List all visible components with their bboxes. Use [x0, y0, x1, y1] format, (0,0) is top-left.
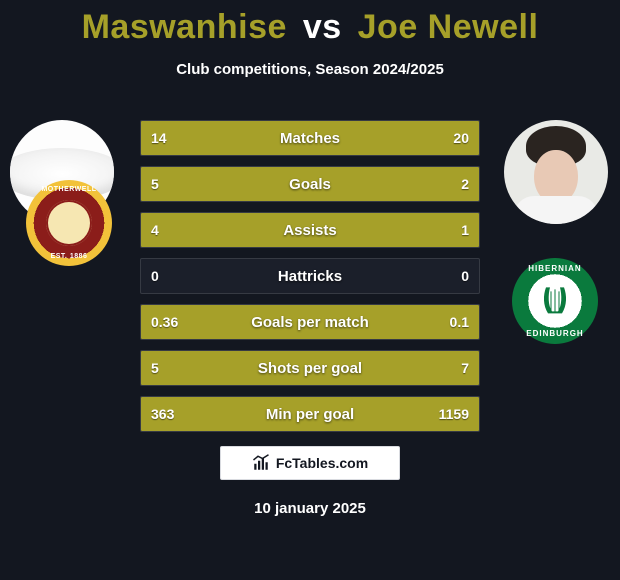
stat-value-right: 2: [451, 167, 479, 201]
bar-left: [141, 213, 411, 247]
stat-value-right: 20: [443, 121, 479, 155]
brand-text: FcTables.com: [276, 455, 368, 471]
player2-name: Joe Newell: [358, 8, 539, 46]
stat-row: 1420Matches: [140, 120, 480, 156]
stat-value-left: 363: [141, 397, 184, 431]
stat-row: 0.360.1Goals per match: [140, 304, 480, 340]
stat-value-right: 1: [451, 213, 479, 247]
stat-value-right: 0: [451, 259, 479, 293]
stat-value-left: 5: [141, 351, 169, 385]
stat-value-right: 7: [451, 351, 479, 385]
badge-inner: [46, 200, 92, 246]
stat-label: Hattricks: [141, 259, 479, 293]
stat-value-left: 4: [141, 213, 169, 247]
bar-left: [141, 167, 381, 201]
badge-text-top: MOTHERWELL: [26, 186, 112, 193]
stats-container: 1420Matches52Goals41Assists00Hattricks0.…: [140, 120, 480, 442]
badge-text-bottom: EST. 1886: [26, 253, 112, 260]
player2-club-badge: HIBERNIAN EDINBURGH: [512, 258, 598, 344]
stat-value-left: 5: [141, 167, 169, 201]
bar-right: [283, 351, 479, 385]
stat-row: 41Assists: [140, 212, 480, 248]
stat-value-right: 1159: [429, 397, 479, 431]
stat-row: 0 0Hattricks: [140, 258, 480, 294]
badge-text-top: HIBERNIAN: [512, 264, 598, 273]
player2-photo: [504, 120, 608, 224]
chart-icon: [252, 454, 270, 472]
stat-row: 52Goals: [140, 166, 480, 202]
title-vs: vs: [303, 8, 342, 46]
player1-club-badge: MOTHERWELL EST. 1886: [26, 180, 112, 266]
badge-text-bottom: EDINBURGH: [512, 329, 598, 338]
comparison-title: Maswanhise vs Joe Newell: [0, 0, 620, 47]
stat-value-left: 14: [141, 121, 177, 155]
harp-icon: [542, 285, 568, 315]
shirt-shape: [514, 196, 598, 224]
stat-value-left: 0: [141, 259, 169, 293]
stat-row: 57Shots per goal: [140, 350, 480, 386]
snapshot-date: 10 january 2025: [0, 500, 620, 517]
stat-value-right: 0.1: [440, 305, 479, 339]
stat-row: 3631159Min per goal: [140, 396, 480, 432]
player1-name: Maswanhise: [82, 8, 287, 46]
stat-value-left: 0.36: [141, 305, 188, 339]
brand-badge: FcTables.com: [220, 446, 400, 480]
subtitle: Club competitions, Season 2024/2025: [0, 61, 620, 78]
